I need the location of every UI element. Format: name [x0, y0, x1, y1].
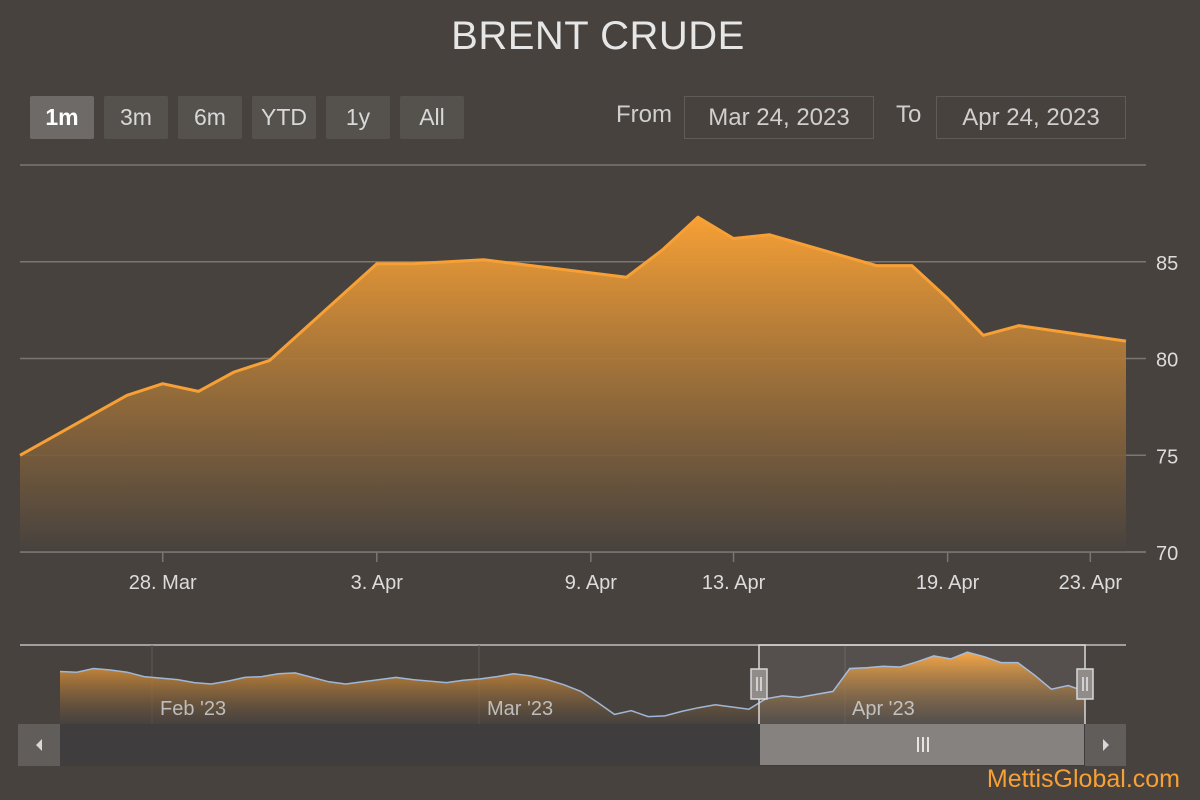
range-button-1y[interactable]: 1y [326, 96, 390, 139]
x-tick-label: 28. Mar [129, 572, 197, 594]
data-point [731, 236, 737, 242]
range-button-3m[interactable]: 3m [104, 96, 168, 139]
navigator-tick-label: Apr '23 [852, 698, 915, 720]
navigator: Feb '23 Mar '23 Apr '23 [18, 644, 1126, 766]
credit-link[interactable]: MettisGlobal.com [986, 765, 1180, 793]
y-tick-label: 85 [1156, 253, 1178, 275]
data-point [195, 388, 201, 394]
data-point [1016, 323, 1022, 329]
data-point [695, 214, 701, 220]
data-point [1123, 338, 1129, 344]
x-tick-label: 9. Apr [565, 572, 618, 594]
data-point [659, 247, 665, 253]
data-point [873, 263, 879, 269]
range-button-1m[interactable]: 1m [30, 96, 94, 139]
x-tick-label: 23. Apr [1059, 572, 1123, 594]
navigator-right-handle-icon[interactable] [1076, 668, 1094, 700]
to-date-input[interactable]: Apr 24, 2023 [936, 96, 1126, 139]
chart-title: BRENT CRUDE [451, 14, 745, 58]
data-point [374, 261, 380, 267]
data-point [909, 263, 915, 269]
data-point [124, 392, 130, 398]
price-area [20, 217, 1126, 552]
data-point [231, 369, 237, 375]
data-point [481, 257, 487, 263]
navigator-tick-label: Feb '23 [160, 698, 226, 720]
navigator-tick-label: Mar '23 [487, 698, 553, 720]
y-tick-label: 75 [1156, 446, 1178, 468]
data-point [766, 232, 772, 238]
data-point [980, 332, 986, 338]
range-button-all[interactable]: All [400, 96, 464, 139]
data-point [410, 261, 416, 267]
x-tick-label: 19. Apr [916, 572, 980, 594]
data-point [445, 259, 451, 265]
navigator-area [60, 652, 1085, 724]
navigator-line [59, 651, 1086, 718]
data-point [17, 452, 23, 458]
scrollbar-thumb[interactable] [760, 724, 1084, 765]
y-tick-label: 80 [1156, 350, 1178, 372]
to-label: To [896, 101, 922, 128]
scroll-grip-icon [917, 737, 929, 752]
from-date-input[interactable]: Mar 24, 2023 [684, 96, 874, 139]
from-label: From [616, 101, 672, 128]
data-point [624, 274, 630, 280]
plot-series [17, 214, 1129, 552]
price-line [19, 215, 1127, 457]
navigator-left-handle-icon[interactable] [750, 668, 768, 700]
range-selector: 1m 3m 6m YTD 1y All [30, 96, 464, 139]
range-button-6m[interactable]: 6m [178, 96, 242, 139]
scroll-right-arrow-icon[interactable] [1085, 724, 1126, 766]
y-tick-label: 70 [1156, 543, 1178, 565]
x-tick-label: 13. Apr [702, 572, 766, 594]
plot-axes: 70 75 80 85 28. Mar 3. Apr 9. Apr 13. Apr 19. Ap… [20, 253, 1178, 594]
data-point [267, 357, 273, 363]
data-point [160, 381, 166, 387]
data-point [945, 296, 951, 302]
scroll-left-arrow-icon[interactable] [18, 724, 60, 766]
x-tick-label: 3. Apr [351, 572, 404, 594]
range-button-ytd[interactable]: YTD [252, 96, 316, 139]
